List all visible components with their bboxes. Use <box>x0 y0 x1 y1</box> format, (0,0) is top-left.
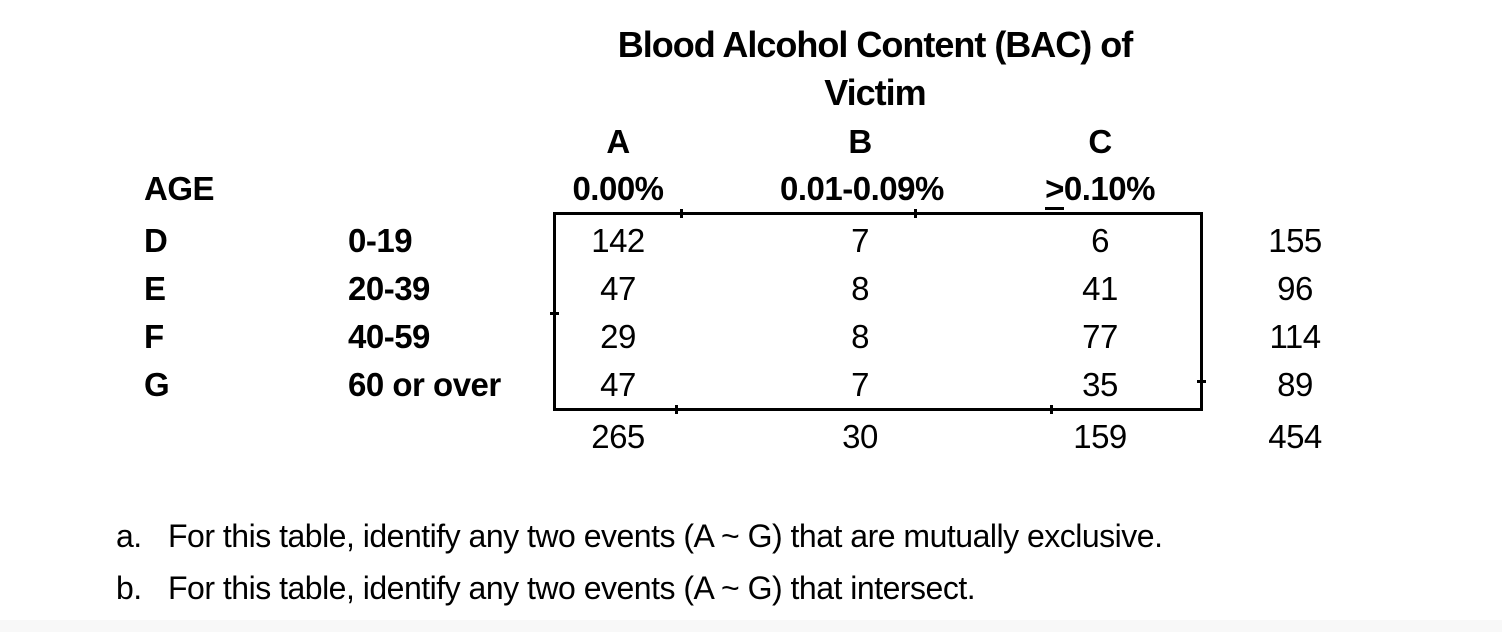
age-range-g: 60 or over <box>348 366 501 403</box>
column-header-a: 0.00% <box>572 170 664 207</box>
column-letter-b: B <box>848 123 872 160</box>
grid-notch <box>550 312 559 315</box>
cell-e-b: 8 <box>851 270 869 307</box>
row-letter-e: E <box>144 270 166 307</box>
cell-d-c: 6 <box>1091 222 1109 259</box>
column-letter-a: A <box>606 123 630 160</box>
question-b-label: b. <box>116 570 142 606</box>
cell-g-b: 7 <box>851 366 869 403</box>
row-letter-d: D <box>144 222 168 259</box>
cell-e-c: 41 <box>1082 270 1118 307</box>
data-region-border <box>550 209 1206 414</box>
row-total-f: 114 <box>1269 318 1321 355</box>
column-header-c-value: 0.10% <box>1063 170 1156 207</box>
cell-g-a: 47 <box>600 366 636 403</box>
column-letter-c: C <box>1088 123 1112 160</box>
cell-g-c: 35 <box>1082 366 1118 403</box>
cell-f-b: 8 <box>851 318 869 355</box>
cell-f-a: 29 <box>600 318 636 355</box>
column-header-b: 0.01-0.09% <box>780 170 944 207</box>
cell-d-b: 7 <box>851 222 869 259</box>
question-a-label: a. <box>116 518 142 554</box>
bottom-edge-strip <box>0 620 1502 632</box>
grid-notch <box>1197 380 1206 383</box>
grand-total: 454 <box>1268 418 1322 455</box>
row-letter-f: F <box>144 318 164 355</box>
row-letter-g: G <box>144 366 170 403</box>
age-range-e: 20-39 <box>348 270 430 307</box>
grid-notch <box>675 405 678 414</box>
cell-f-c: 77 <box>1082 318 1118 355</box>
question-b-text: For this table, identify any two events … <box>168 570 976 606</box>
age-axis-label: AGE <box>144 170 215 207</box>
grid-notch <box>914 209 917 218</box>
column-total-b: 30 <box>842 418 878 455</box>
cell-e-a: 47 <box>600 270 636 307</box>
grid-notch <box>680 209 683 218</box>
row-total-g: 89 <box>1277 366 1313 403</box>
table-title-line-1: Blood Alcohol Content (BAC) of <box>617 24 1134 65</box>
greater-equal-prefix: > <box>1045 171 1064 210</box>
column-header-c: >0.10% <box>1020 165 1180 213</box>
cell-d-a: 142 <box>591 222 645 259</box>
age-range-d: 0-19 <box>348 222 413 259</box>
row-total-e: 96 <box>1277 270 1313 307</box>
grid-notch <box>1050 405 1053 414</box>
table-title-line-2: Victim <box>824 72 926 113</box>
column-total-a: 265 <box>591 418 645 455</box>
column-total-c: 159 <box>1073 418 1127 455</box>
question-a-text: For this table, identify any two events … <box>168 518 1163 554</box>
age-range-f: 40-59 <box>348 318 430 355</box>
row-total-d: 155 <box>1268 222 1322 259</box>
